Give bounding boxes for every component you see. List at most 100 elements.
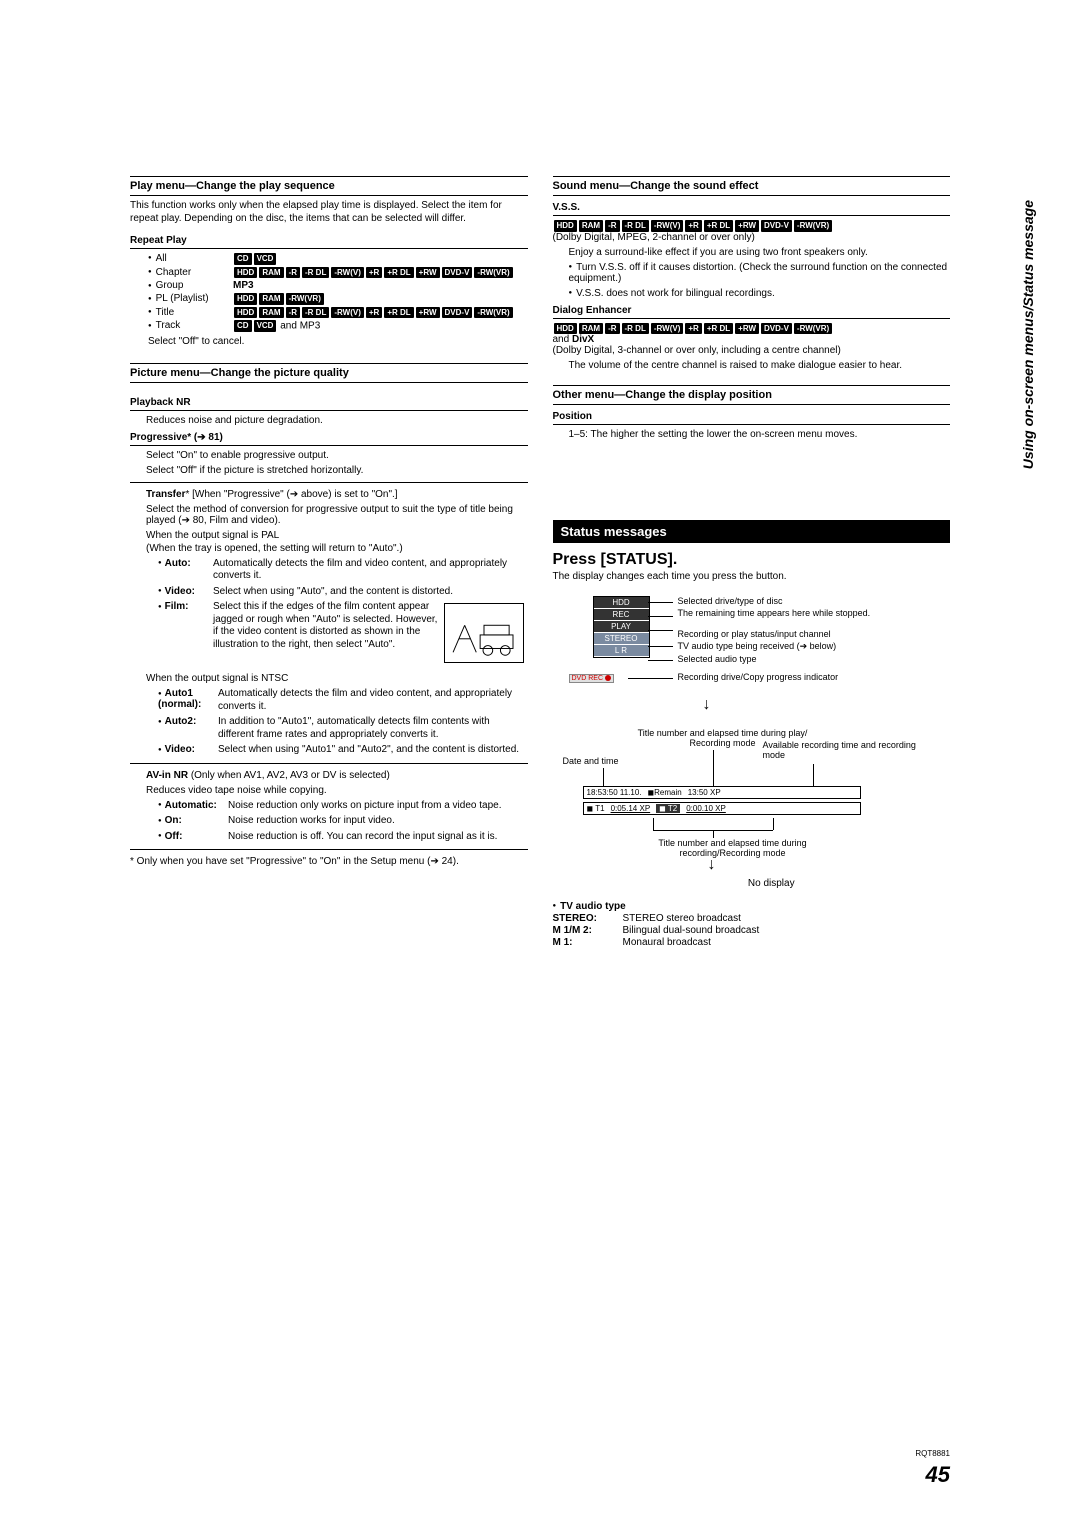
disc-badge: RAM	[259, 267, 283, 279]
position-desc: 1–5: The higher the setting the lower th…	[569, 429, 951, 440]
status-messages-bar: Status messages	[553, 520, 951, 543]
disc-badge: -R DL	[622, 323, 649, 335]
tv-audio-item: STEREO:STEREO stereo broadcast	[553, 913, 951, 924]
transfer-item-label: Auto:	[158, 558, 213, 583]
vss-bullet1: Turn V.S.S. off if it causes distortion.…	[569, 262, 951, 284]
avin-lead: AV-in NR (Only when AV1, AV2, AV3 or DV …	[146, 770, 528, 781]
d2-bottomlabel: Title number and elapsed time during rec…	[623, 838, 843, 860]
avin-lead-rest: (Only when AV1, AV2, AV3 or DV is select…	[191, 770, 390, 781]
dvdrec-label: DVD REC	[569, 674, 614, 683]
transfer-item-desc: Select this if the edges of the film con…	[213, 601, 528, 665]
disc-badge: DVD-V	[761, 323, 792, 335]
repeat-cancel-note: Select "Off" to cancel.	[148, 336, 528, 347]
doc-id: RQT8881	[915, 1449, 950, 1458]
disc-badge: +R DL	[384, 307, 413, 319]
two-column-layout: Play menu—Change the play sequence This …	[130, 170, 950, 949]
disc-badge: -RW(V)	[651, 220, 684, 232]
repeat-item-label: PL (Playlist)	[148, 293, 233, 304]
disc-badge: -R DL	[302, 307, 329, 319]
disc-badge: -RW(VR)	[474, 307, 512, 319]
dialog-head: Dialog Enhancer	[553, 303, 951, 319]
vss-note: (Dolby Digital, MPEG, 2-channel or over …	[553, 232, 951, 243]
vss-head: V.S.S.	[553, 200, 951, 216]
disc-badge: CD	[234, 320, 252, 332]
picture-menu-header: Picture menu—Change the picture quality	[130, 363, 528, 383]
progressive-desc2: Select "Off" if the picture is stretched…	[146, 465, 528, 476]
osd-row: L R	[594, 645, 649, 657]
disc-badge: +R DL	[704, 220, 733, 232]
tv-audio-item: M 1/M 2:Bilingual dual-sound broadcast	[553, 925, 951, 936]
transfer-item: Auto:Automatically detects the film and …	[158, 558, 528, 583]
no-display-text: No display	[593, 878, 951, 889]
page-number: 45	[926, 1462, 950, 1488]
disc-badge: HDD	[554, 220, 577, 232]
repeat-item-label: Title	[148, 307, 233, 318]
dialog-badges: HDDRAM-R-R DL-RW(V)+R+R DL+RWDVD-V-RW(VR…	[553, 323, 951, 335]
avin-item-label: Automatic:	[158, 800, 228, 813]
disc-badge: +RW	[416, 267, 440, 279]
disc-badge: RAM	[259, 307, 283, 319]
disc-badge: -RW(VR)	[286, 293, 324, 305]
avin-items: Automatic:Noise reduction only works on …	[158, 800, 528, 844]
osd-row: PLAY	[594, 621, 649, 633]
repeat-item-label: Group	[148, 280, 233, 291]
disc-badge: RAM	[259, 293, 283, 305]
disc-badge: CD	[234, 253, 252, 265]
dialog-suffix: and DivX	[553, 334, 951, 345]
transfer-item: Video:Select when using "Auto1" and "Aut…	[158, 744, 528, 757]
avin-desc: Reduces video tape noise while copying.	[146, 785, 528, 796]
disc-badge: -RW(V)	[331, 267, 364, 279]
transfer-lead: Transfer* [When "Progressive" (➔ above) …	[146, 489, 528, 500]
press-status-heading: Press [STATUS].	[553, 551, 951, 569]
playback-nr-head: Playback NR	[130, 395, 528, 411]
repeat-play-head: Repeat Play	[130, 233, 528, 249]
repeat-play-list: AllCDVCDChapterHDDRAM-R-R DL-RW(V)+R+R D…	[130, 253, 528, 332]
disc-badge: +R DL	[384, 267, 413, 279]
repeat-item-badges: HDDRAM-R-R DL-RW(V)+R+R DL+RWDVD-V-RW(VR…	[233, 307, 528, 319]
transfer-item-desc: Select when using "Auto", and the conten…	[213, 586, 528, 599]
play-menu-header: Play menu—Change the play sequence	[130, 176, 528, 196]
transfer-item-label: Film:	[158, 601, 213, 665]
transfer-item-desc: In addition to "Auto1", automatically de…	[218, 716, 528, 741]
transfer-item-desc: Select when using "Auto1" and "Auto2", a…	[218, 744, 528, 757]
transfer-item: Auto2:In addition to "Auto1", automatica…	[158, 716, 528, 741]
left-column: Play menu—Change the play sequence This …	[130, 170, 528, 949]
avin-item-label: On:	[158, 815, 228, 828]
transfer-item-label: Video:	[158, 744, 218, 757]
osd-strip-2: ◼ T10:05.14 XP◼ T20:00.10 XP	[583, 802, 861, 815]
repeat-item: PL (Playlist)HDDRAM-RW(VR)	[148, 293, 528, 305]
right-column: Sound menu—Change the sound effect V.S.S…	[553, 170, 951, 949]
transfer-ntsc: When the output signal is NTSC	[146, 673, 528, 684]
disc-badge: +RW	[416, 307, 440, 319]
other-menu-header: Other menu—Change the display position	[553, 385, 951, 405]
picture-footnote: * Only when you have set "Progressive" t…	[130, 856, 528, 869]
progressive-desc1: Select "On" to enable progressive output…	[146, 450, 528, 461]
disc-badge: VCD	[254, 320, 277, 332]
disc-badge: HDD	[234, 293, 257, 305]
vss-badges: HDDRAM-R-R DL-RW(V)+R+R DL+RWDVD-V-RW(VR…	[553, 220, 951, 232]
transfer-item: Video:Select when using "Auto", and the …	[158, 586, 528, 599]
d1-label-3: TV audio type being received (➔ below)	[678, 641, 837, 652]
disc-badge: DVD-V	[442, 267, 473, 279]
transfer-item: Film:Select this if the edges of the fil…	[158, 601, 528, 665]
disc-badge: RAM	[579, 323, 603, 335]
playback-nr-desc: Reduces noise and picture degradation.	[146, 415, 528, 426]
osd-stack-box: HDDRECPLAYSTEREOL R	[593, 596, 650, 658]
repeat-item: AllCDVCD	[148, 253, 528, 265]
osd-strip-1: 18:53:50 11.10.◼Remain13:50 XP	[583, 786, 861, 799]
film-illustration-icon	[444, 603, 524, 663]
status-intro: The display changes each time you press …	[553, 571, 951, 584]
avin-item: Automatic:Noise reduction only works on …	[158, 800, 528, 813]
disc-badge: HDD	[234, 267, 257, 279]
transfer-item-label: Auto1 (normal):	[158, 688, 218, 713]
disc-badge: HDD	[554, 323, 577, 335]
sound-menu-header: Sound menu—Change the sound effect	[553, 176, 951, 196]
d1-label-2: Recording or play status/input channel	[678, 629, 831, 640]
disc-badge: +R	[685, 220, 701, 232]
osd-row: REC	[594, 609, 649, 621]
progressive-head: Progressive* (➔ 81)	[130, 430, 528, 446]
position-head: Position	[553, 409, 951, 425]
play-menu-intro: This function works only when the elapse…	[130, 200, 528, 225]
disc-badge: DVD-V	[442, 307, 473, 319]
transfer-item-desc: Automatically detects the film and video…	[213, 558, 528, 583]
